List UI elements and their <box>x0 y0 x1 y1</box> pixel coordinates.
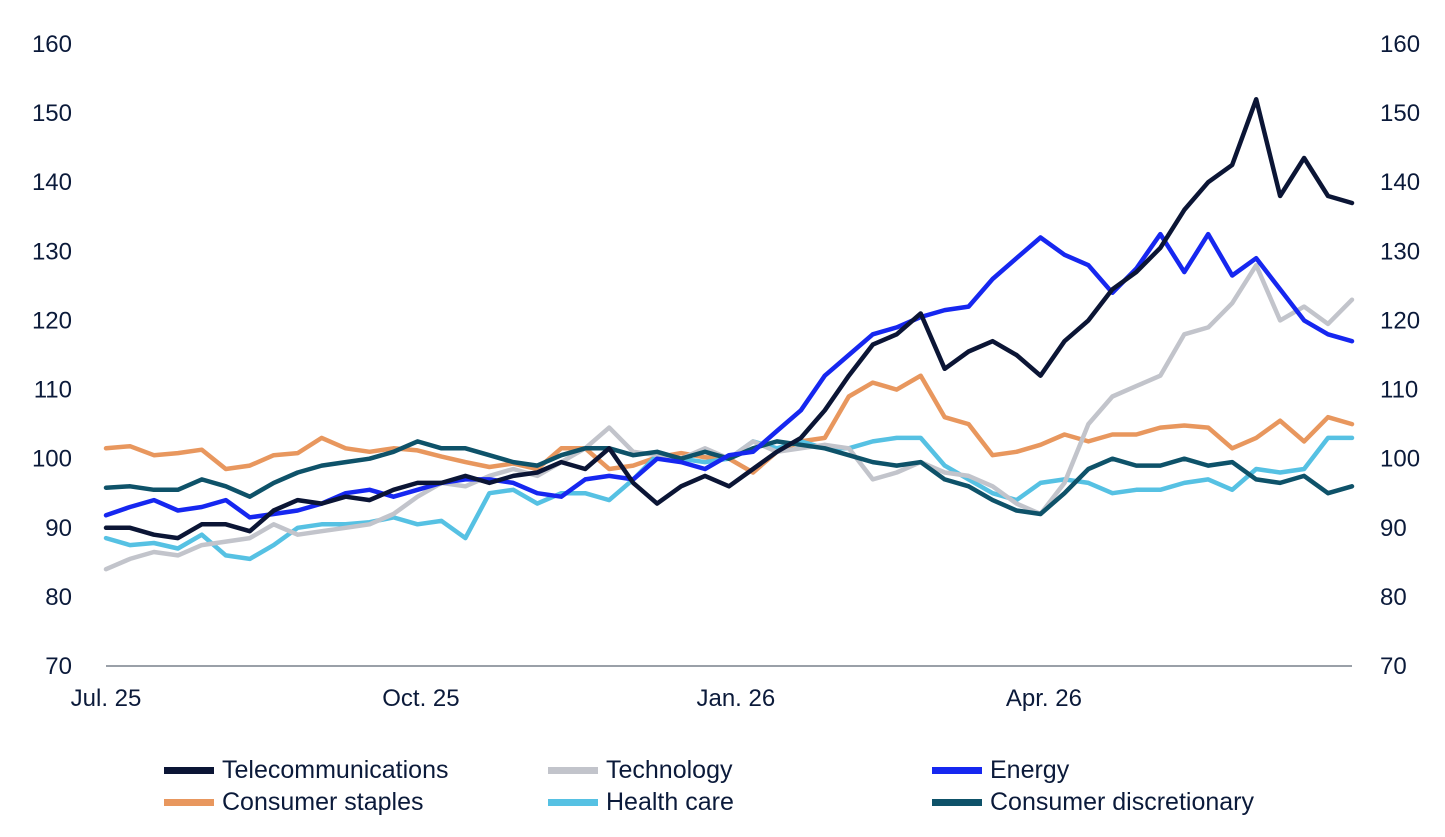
legend-swatch <box>164 766 214 774</box>
x-tick-label: Jan. 26 <box>696 685 775 712</box>
y-tick-label-right: 150 <box>1380 100 1420 127</box>
line-chart: 70 80 90 100 110 120 130 140 150 160 70 80 90 100 110… <box>32 31 1420 712</box>
y-tick-label-right: 120 <box>1380 307 1420 334</box>
y-tick-label-right: 70 <box>1380 653 1407 680</box>
legend-label: Health care <box>606 787 734 816</box>
y-tick-label-left: 150 <box>32 100 72 127</box>
left-y-axis: 70 80 90 100 110 120 130 140 150 160 <box>32 31 72 680</box>
legend-swatch <box>932 766 982 774</box>
y-tick-label-right: 140 <box>1380 169 1420 196</box>
legend-swatch <box>548 766 598 774</box>
legend-item: Consumer discretionary <box>932 786 1254 818</box>
legend-item: Telecommunications <box>164 754 449 786</box>
legend-swatch <box>932 798 982 806</box>
y-tick-label-left: 90 <box>45 515 72 542</box>
y-tick-label-left: 100 <box>32 446 72 473</box>
y-tick-label-right: 110 <box>1380 377 1418 404</box>
legend-item: Technology <box>548 754 732 786</box>
y-tick-label-left: 120 <box>32 307 72 334</box>
y-tick-label-left: 130 <box>32 238 72 265</box>
legend-swatch <box>164 798 214 806</box>
legend-swatch <box>548 798 598 806</box>
legend-item: Health care <box>548 786 734 818</box>
y-tick-label-right: 160 <box>1380 31 1420 58</box>
x-axis: Jul. 25 Oct. 25 Jan. 26 Apr. 26 <box>71 685 1082 712</box>
series-line-consumer-discretionary <box>103 439 1355 517</box>
y-tick-label-right: 100 <box>1380 446 1420 473</box>
series-line-telecommunications <box>103 97 1355 541</box>
y-tick-label-right: 130 <box>1380 238 1420 265</box>
series-layer <box>103 97 1355 572</box>
legend-label: Energy <box>990 755 1070 784</box>
x-tick-label: Jul. 25 <box>71 685 142 712</box>
y-tick-label-left: 160 <box>32 31 72 58</box>
legend-label: Consumer staples <box>222 787 424 816</box>
legend-label: Consumer discretionary <box>990 787 1254 816</box>
y-tick-label-left: 140 <box>32 169 72 196</box>
x-tick-label: Oct. 25 <box>382 685 459 712</box>
x-tick-label: Apr. 26 <box>1006 685 1082 712</box>
right-y-axis: 70 80 90 100 110 120 130 140 150 160 <box>1380 31 1420 680</box>
legend-label: Technology <box>606 755 733 784</box>
y-tick-label-left: 80 <box>45 584 72 611</box>
legend-label: Telecommunications <box>222 755 449 784</box>
y-tick-label-right: 90 <box>1380 515 1407 542</box>
y-tick-label-left: 70 <box>45 653 72 680</box>
series-line-technology <box>103 262 1355 572</box>
legend-item: Consumer staples <box>164 786 423 818</box>
legend-item: Energy <box>932 754 1069 786</box>
y-tick-label-left: 110 <box>34 377 72 404</box>
y-tick-label-right: 80 <box>1380 584 1407 611</box>
series-line-energy <box>103 231 1355 520</box>
